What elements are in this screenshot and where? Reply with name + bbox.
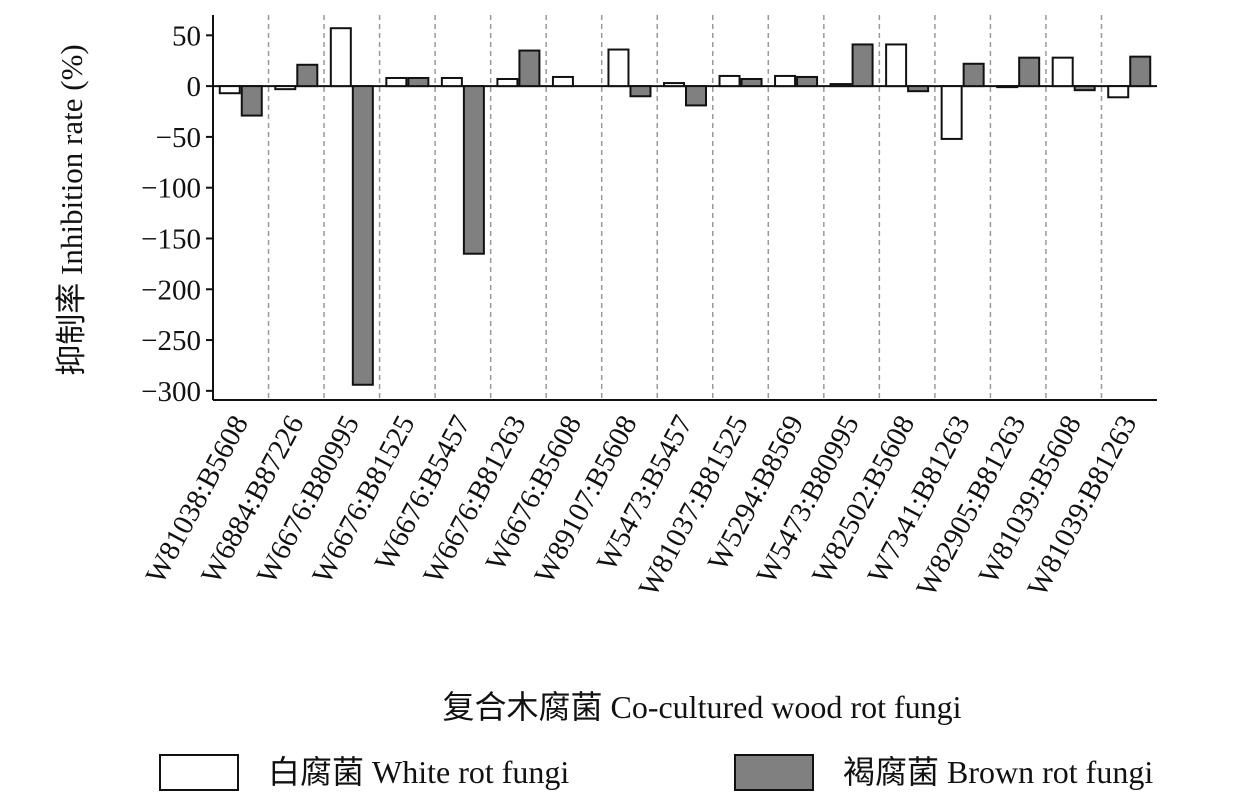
y-tick-label: −200 <box>141 274 201 306</box>
legend-swatch <box>159 754 239 791</box>
bar <box>796 75 819 88</box>
bar <box>607 48 630 88</box>
bar <box>962 62 985 88</box>
y-tick-label: −100 <box>141 173 201 205</box>
bar <box>740 77 763 88</box>
y-tick-label: −50 <box>156 122 201 154</box>
bar <box>218 85 241 95</box>
bar <box>407 76 430 88</box>
bar <box>240 85 263 117</box>
bar <box>296 63 319 88</box>
bar <box>462 85 485 255</box>
y-tick-label: 0 <box>187 71 202 103</box>
bar <box>940 85 963 140</box>
bar <box>1107 85 1130 99</box>
bar <box>1129 55 1152 88</box>
bar <box>518 49 541 88</box>
x-axis-title: 复合木腐菌 Co-cultured wood rot fungi <box>442 689 961 725</box>
bar <box>774 74 797 88</box>
bar <box>551 75 574 88</box>
bar <box>685 85 707 107</box>
y-tick-label: −250 <box>141 325 201 357</box>
legend-label: 白腐菌 White rot fungi <box>268 754 569 790</box>
bar <box>329 27 352 88</box>
legend-label: 褐腐菌 Brown rot fungi <box>843 754 1153 790</box>
bar <box>851 43 874 88</box>
y-tick-label: −150 <box>141 223 201 255</box>
bar <box>885 43 908 88</box>
bar <box>629 85 652 98</box>
bar <box>1073 85 1096 92</box>
bar <box>496 77 519 88</box>
bar <box>663 82 685 88</box>
y-tick-label: 50 <box>172 20 201 52</box>
bar <box>440 76 463 88</box>
bar <box>1018 56 1041 88</box>
bar <box>1051 56 1074 88</box>
legend-swatch <box>734 754 814 791</box>
bar <box>829 83 852 88</box>
bar <box>718 74 741 88</box>
bar <box>274 85 297 91</box>
bar <box>385 76 408 88</box>
y-axis-title: 抑制率 Inhibition rate (%) <box>54 44 89 375</box>
y-tick-label: −300 <box>141 376 201 408</box>
bar <box>907 85 930 93</box>
bar <box>996 85 1019 89</box>
bar <box>351 85 374 386</box>
